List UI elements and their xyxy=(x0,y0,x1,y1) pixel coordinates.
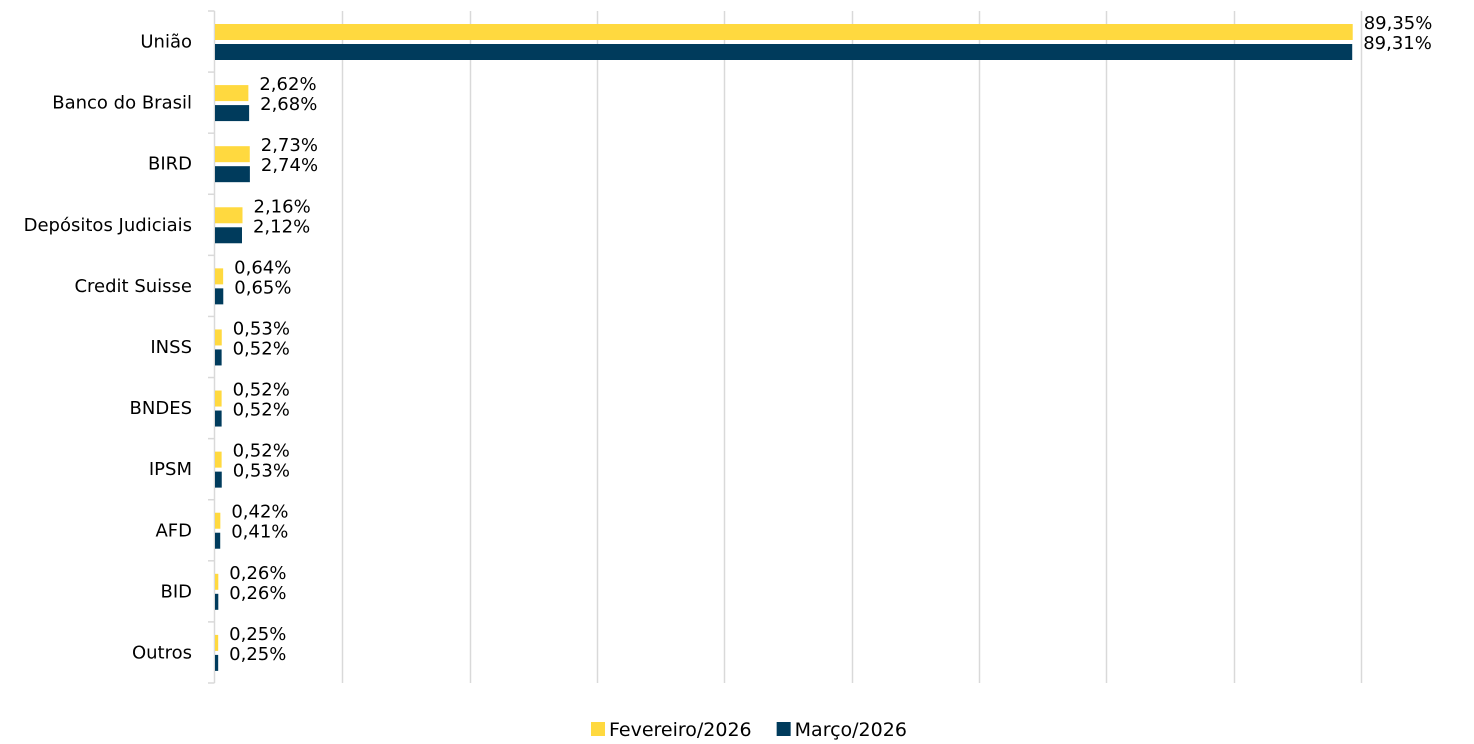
data-label: 0,52% xyxy=(233,400,290,421)
data-label: 0,52% xyxy=(233,441,290,462)
bar xyxy=(215,105,250,122)
category-label: União xyxy=(140,32,192,53)
data-label: 2,73% xyxy=(261,135,318,156)
data-label: 0,26% xyxy=(229,583,286,604)
data-label: 2,12% xyxy=(253,216,310,237)
bar xyxy=(215,44,1353,60)
bar xyxy=(215,207,243,224)
data-label: 2,74% xyxy=(261,155,318,176)
data-label: 2,62% xyxy=(259,74,316,95)
bar xyxy=(215,349,222,366)
category-label: BIRD xyxy=(148,154,192,175)
bar xyxy=(215,593,219,610)
bars xyxy=(215,24,1353,671)
legend-swatch xyxy=(776,722,791,736)
bar xyxy=(215,573,219,590)
legend-label: Março/2026 xyxy=(795,719,907,741)
gridlines xyxy=(341,11,1363,683)
data-label: 2,16% xyxy=(254,196,311,217)
category-label: Banco do Brasil xyxy=(52,93,192,114)
category-label: Depósitos Judiciais xyxy=(24,215,192,236)
bar xyxy=(215,329,222,346)
bar xyxy=(215,85,249,102)
bar xyxy=(215,451,222,468)
category-axis xyxy=(208,10,216,684)
data-label: 0,52% xyxy=(233,338,290,359)
data-label: 0,42% xyxy=(231,502,288,523)
bar xyxy=(215,146,250,163)
bar xyxy=(215,390,222,407)
bar xyxy=(215,634,219,651)
legend-label: Fevereiro/2026 xyxy=(609,719,752,741)
data-label: 0,53% xyxy=(233,461,290,482)
category-label: INSS xyxy=(150,337,192,358)
bar xyxy=(215,268,224,285)
bar xyxy=(215,24,1353,40)
legend-swatch xyxy=(591,722,605,736)
category-label: Outros xyxy=(132,642,192,663)
data-label: 0,25% xyxy=(229,624,286,645)
bar xyxy=(215,532,221,549)
data-label: 0,41% xyxy=(231,522,288,543)
bar xyxy=(215,227,242,244)
category-label: Credit Suisse xyxy=(74,276,192,297)
data-label: 0,52% xyxy=(233,380,290,401)
bar xyxy=(215,471,222,488)
category-label: BNDES xyxy=(130,398,192,419)
bar xyxy=(215,166,250,183)
data-label: 0,25% xyxy=(229,644,286,665)
data-label: 0,26% xyxy=(229,563,286,584)
category-label: BID xyxy=(160,581,192,602)
data-label: 2,68% xyxy=(260,94,317,115)
bar xyxy=(215,512,221,529)
bar xyxy=(215,288,224,305)
data-label: 0,64% xyxy=(234,257,291,278)
data-label: 0,53% xyxy=(233,318,290,339)
data-label: 89,31% xyxy=(1363,33,1432,54)
legend-item: Março/2026 xyxy=(776,719,907,741)
bar xyxy=(215,654,219,671)
category-label: AFD xyxy=(155,520,192,541)
data-label: 89,35% xyxy=(1364,13,1433,34)
legend-item: Fevereiro/2026 xyxy=(591,719,752,741)
category-label: IPSM xyxy=(149,459,192,480)
bar xyxy=(215,410,222,427)
legend: Fevereiro/2026 Março/2026 xyxy=(591,719,907,741)
data-label: 0,65% xyxy=(234,277,291,298)
data-labels: 89,35%89,31% 2,62%2,68% 2,73%2,74% 2,16%2,1… xyxy=(229,13,1432,665)
category-labels: União Banco do Brasil BIRD Depósitos Judici… xyxy=(24,32,192,664)
